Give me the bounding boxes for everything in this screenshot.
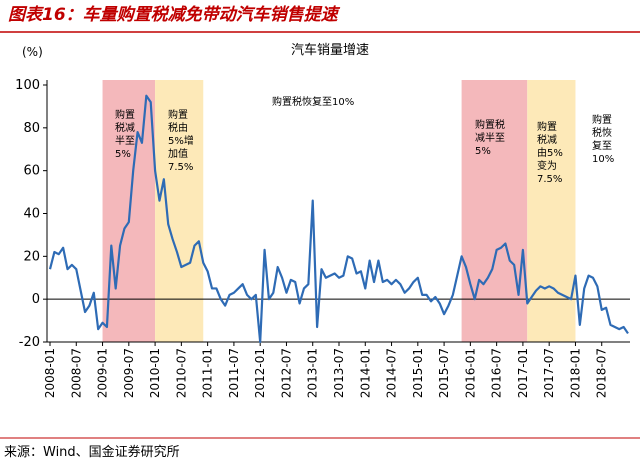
x-tick-label: 2008-01: [43, 348, 57, 398]
annotation-line: 变为: [537, 159, 557, 172]
annotation-line: 加值: [168, 147, 188, 160]
x-tick-label: 2010-01: [148, 348, 162, 398]
y-tick-label: 40: [23, 207, 40, 222]
annotation-line: 购置税: [475, 118, 505, 131]
annotation-line: 7.5%: [168, 162, 193, 173]
page-title: 图表16：车量购置税减免带动汽车销售提速: [8, 5, 341, 25]
annotation-line: 10%: [592, 154, 614, 165]
annotation-line: 税恢: [592, 126, 612, 139]
annotation-line: 5%: [475, 146, 491, 157]
annotation-line: 购置: [537, 120, 557, 133]
annotation: 购置税减由5%变为 7.5%: [537, 120, 563, 185]
annotation-line: 购置: [592, 113, 612, 126]
annotation-line: 税由: [168, 121, 188, 134]
source: 来源：Wind、国金证券研究所: [4, 444, 180, 460]
x-tick-label: 2012-01: [253, 348, 267, 398]
x-tick-label: 2008-07: [69, 348, 83, 398]
x-tick-label: 2015-01: [411, 348, 425, 398]
annotation: 购置税恢复至 10%: [592, 113, 614, 165]
x-tick-label: 2016-01: [463, 348, 477, 398]
x-tick-label: 2014-07: [385, 348, 399, 398]
x-tick-label: 2018-01: [568, 348, 582, 398]
y-tick-label: -20: [19, 335, 40, 350]
x-tick-label: 2018-07: [595, 348, 609, 398]
annotation-line: 购置: [115, 108, 135, 121]
x-tick-label: 2014-01: [358, 348, 372, 398]
annotation-line: 减半至: [475, 131, 505, 144]
annotation-line: 税减: [115, 121, 135, 134]
x-tick-label: 2016-07: [490, 348, 504, 398]
annotation-line: 购置税恢复至10%: [272, 95, 354, 108]
shaded-period: [155, 80, 204, 342]
x-tick-label: 2013-01: [306, 348, 320, 398]
shaded-period: [527, 80, 576, 342]
y-tick-label: 20: [23, 249, 40, 264]
y-tick-label: 100: [15, 78, 40, 93]
x-tick-label: 2013-07: [332, 348, 346, 398]
annotation-line: 购置: [168, 108, 188, 121]
annotation-line: 半至: [115, 134, 135, 147]
shaded-period: [461, 80, 528, 342]
annotation-line: 5%: [115, 149, 131, 160]
x-tick-label: 2011-01: [201, 348, 215, 398]
annotation-line: 由5%: [537, 146, 563, 159]
annotation: 购置税减半至 5%: [475, 118, 505, 157]
annotation: 购置税减半至 5%: [115, 108, 135, 160]
annotation: 购置税由 5%增加值 7.5%: [168, 108, 194, 173]
x-tick-label: 2015-07: [437, 348, 451, 398]
y-tick-label: 0: [32, 292, 40, 307]
x-tick-label: 2009-01: [96, 348, 110, 398]
chart-title: 汽车销量增速: [291, 42, 369, 58]
x-tick-label: 2012-07: [279, 348, 293, 398]
x-tick-label: 2009-07: [122, 348, 136, 398]
y-tick-label: 80: [23, 121, 40, 136]
x-tick-label: 2010-07: [174, 348, 188, 398]
data-line: [48, 94, 629, 344]
annotation-line: 复至: [592, 139, 612, 152]
annotation-line: 税减: [537, 133, 557, 146]
x-tick-label: 2017-01: [516, 348, 530, 398]
x-tick-label: 2011-07: [227, 348, 241, 398]
x-tick-label: 2017-07: [542, 348, 556, 398]
y-axis-label: (%): [22, 45, 43, 59]
annotation-line: 7.5%: [537, 174, 562, 185]
annotation-line: 5%增: [168, 134, 194, 147]
y-tick-label: 60: [23, 164, 40, 179]
annotation: 购置税恢复至10%: [272, 95, 354, 108]
